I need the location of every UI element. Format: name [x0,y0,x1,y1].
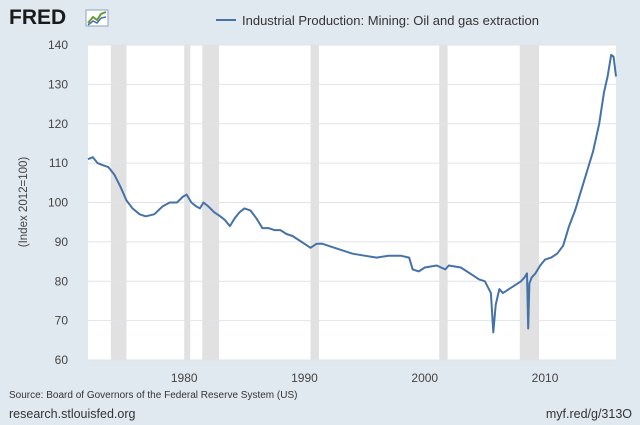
x-tick-label-1990: 1990 [291,371,318,385]
y-tick-label-60: 60 [55,353,69,367]
line-chart-icon [85,9,109,27]
fred-logo-text: FRED [9,6,66,29]
short-url-link[interactable]: myf.red/g/313O [546,407,632,421]
y-tick-label-120: 120 [48,117,68,131]
y-axis-ticks: 60 70 80 90 100 110 120 130 140 [48,38,68,367]
legend: Industrial Production: Mining: Oil and g… [216,13,539,28]
series-line-0 [87,53,617,334]
y-tick-label-100: 100 [48,196,68,210]
x-tick-label-1980: 1980 [171,371,198,385]
y-tick-label-130: 130 [48,77,68,91]
y-tick-label-140: 140 [48,38,68,52]
x-tick-label-2000: 2000 [411,371,438,385]
y-tick-label-90: 90 [55,235,69,249]
x-tick-label-2010: 2010 [532,371,559,385]
y-tick-label-80: 80 [55,274,69,288]
x-axis-ticks: 1980 1990 2000 2010 [171,371,559,385]
y-axis-label: (Index 2012=100) [18,157,30,248]
site-link[interactable]: research.stlouisfed.org [9,407,136,421]
y-tick-label-70: 70 [55,314,69,328]
gridlines [88,44,616,361]
legend-label: Industrial Production: Mining: Oil and g… [242,13,539,28]
series-layer [87,53,617,334]
fred-logo[interactable]: FRED [9,6,109,29]
source-note: Source: Board of Governors of the Federa… [9,390,297,401]
y-tick-label-110: 110 [49,156,68,170]
